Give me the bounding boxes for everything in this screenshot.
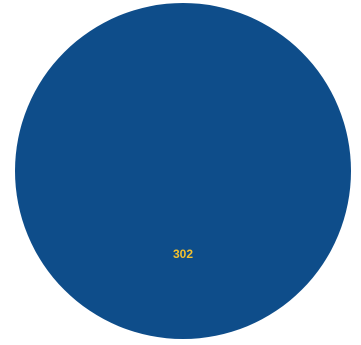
pie-slices <box>15 3 351 339</box>
pie-slice <box>15 3 351 339</box>
pie-data-label: 302 <box>173 247 193 261</box>
pie-data-labels: 302 <box>173 247 193 261</box>
